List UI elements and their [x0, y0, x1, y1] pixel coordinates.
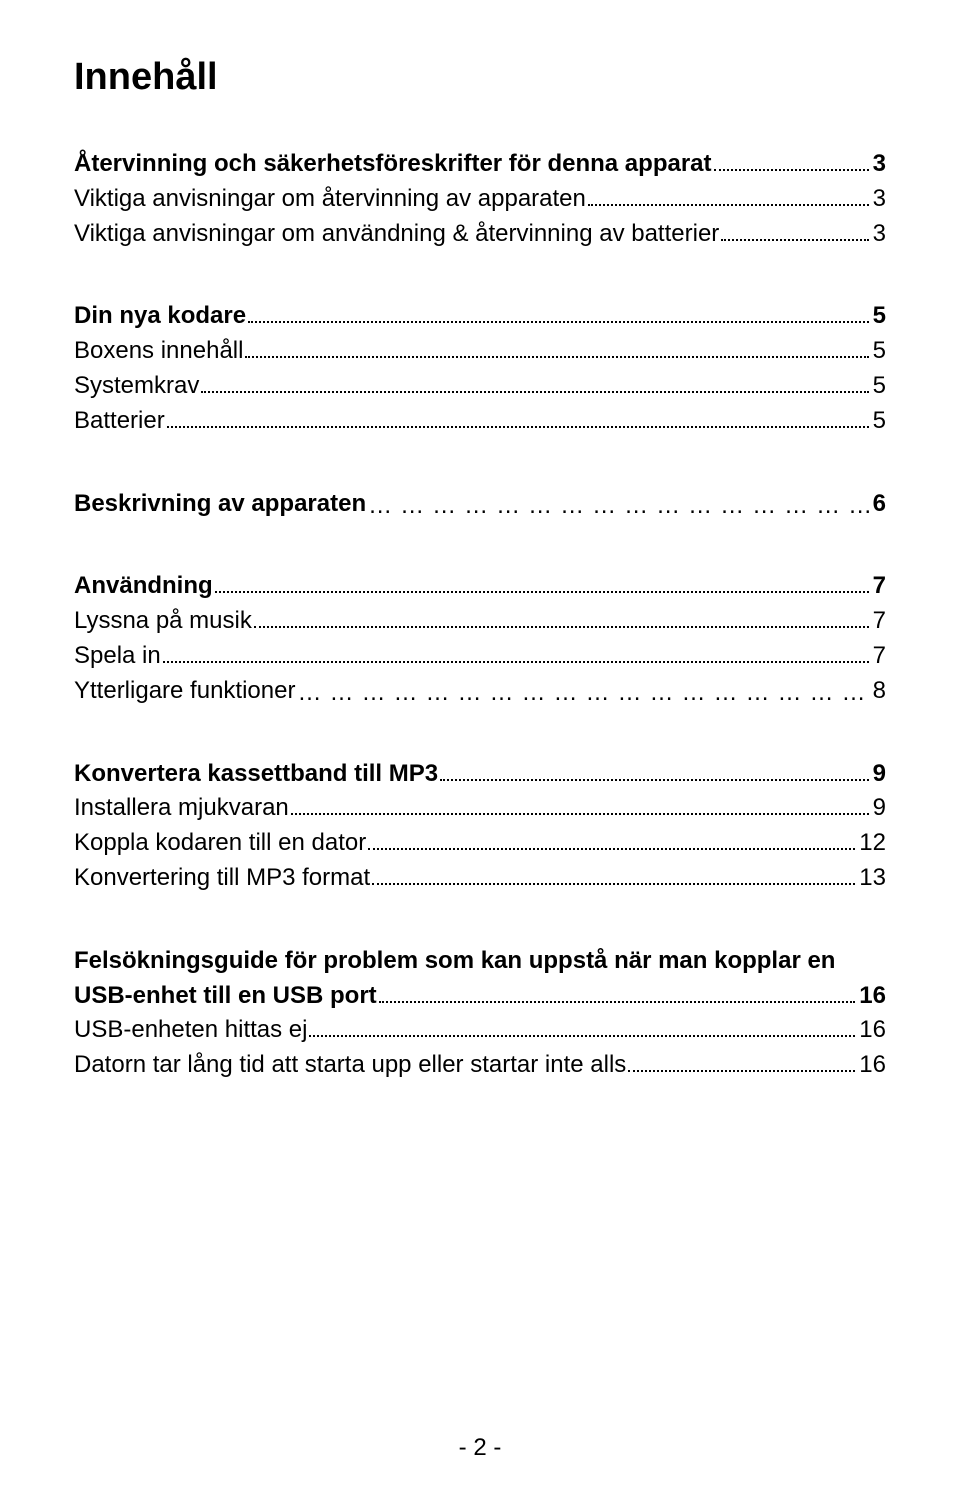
- toc-row-label: Boxens innehåll: [74, 334, 243, 369]
- toc-row-page: 5: [873, 334, 886, 369]
- toc-row-page: 3: [873, 182, 886, 217]
- toc-row-label: Installera mjukvaran: [74, 791, 289, 826]
- toc-row-label: Spela in: [74, 639, 161, 674]
- toc-leader-ellipsis: ……………………………………………………………………………………………………………: [368, 489, 871, 518]
- toc-leader-dots: [201, 372, 868, 393]
- toc-row: Datorn tar lång tid att starta upp eller…: [74, 1048, 886, 1083]
- toc-row-page: 9: [873, 791, 886, 826]
- toc-leader-dots: [254, 607, 869, 628]
- toc-section: Återvinning och säkerhetsföreskrifter fö…: [74, 147, 886, 251]
- toc-row-page: 13: [859, 861, 886, 896]
- toc-row: Beskrivning av apparaten……………………………………………: [74, 487, 886, 522]
- toc-leader-dots: [721, 219, 868, 240]
- toc-row: Konvertera kassettband till MP3 9: [74, 757, 886, 792]
- toc-leader-ellipsis: ……………………………………………………………………………………………………………: [297, 676, 864, 705]
- toc-row-page: 9: [873, 757, 886, 792]
- toc-leader-dots: [379, 981, 856, 1002]
- toc-row: Installera mjukvaran 9: [74, 791, 886, 826]
- toc-leader-dots: [309, 1016, 855, 1037]
- toc-leader-dots: [628, 1051, 855, 1072]
- toc-row-label: Konvertera kassettband till MP3: [74, 757, 438, 792]
- toc-row-page: 3: [873, 217, 886, 252]
- toc-row-page: 5: [873, 299, 886, 334]
- toc-row-label: Användning: [74, 569, 213, 604]
- toc-section: Konvertera kassettband till MP39Installe…: [74, 757, 886, 896]
- toc-row-label: Felsökningsguide för problem som kan upp…: [74, 944, 835, 979]
- toc-section: Felsökningsguide för problem som kan upp…: [74, 944, 886, 1083]
- toc-row: Användning 7: [74, 569, 886, 604]
- toc-row-label: Viktiga anvisningar om användning & åter…: [74, 217, 719, 252]
- toc-row: Koppla kodaren till en dator 12: [74, 826, 886, 861]
- toc-row-label: Systemkrav: [74, 369, 199, 404]
- document-page: Innehåll Återvinning och säkerhetsföresk…: [0, 0, 960, 1502]
- toc-row-page: 6: [873, 487, 886, 522]
- toc-row-page: 8: [866, 674, 886, 709]
- toc-row-label: Återvinning och säkerhetsföreskrifter fö…: [74, 147, 712, 182]
- toc-row-label: Ytterligare funktioner: [74, 674, 295, 709]
- toc-section: Din nya kodare5Boxens innehåll5Systemkra…: [74, 299, 886, 438]
- toc-row: Din nya kodare 5: [74, 299, 886, 334]
- toc-row-page: 7: [873, 569, 886, 604]
- toc-leader-dots: [248, 302, 869, 323]
- toc-row: Systemkrav 5: [74, 369, 886, 404]
- toc-row-label: Datorn tar lång tid att starta upp eller…: [74, 1048, 626, 1083]
- toc-row: Spela in 7: [74, 639, 886, 674]
- toc-leader-dots: [291, 794, 869, 815]
- toc-row-label: Viktiga anvisningar om återvinning av ap…: [74, 182, 586, 217]
- toc-row-page: 3: [873, 147, 886, 182]
- toc-row: Viktiga anvisningar om återvinning av ap…: [74, 182, 886, 217]
- toc-row-page: 16: [859, 1048, 886, 1083]
- toc-leader-dots: [215, 572, 869, 593]
- toc-row: Ytterligare funktioner…………………………………………………: [74, 674, 886, 709]
- toc-row-label: Din nya kodare: [74, 299, 246, 334]
- toc-leader-dots: [588, 185, 869, 206]
- toc-sections: Återvinning och säkerhetsföreskrifter fö…: [74, 147, 886, 1083]
- toc-leader-dots: [368, 829, 855, 850]
- toc-section: Beskrivning av apparaten……………………………………………: [74, 487, 886, 522]
- toc-leader-dots: [440, 759, 869, 780]
- toc-row: USB-enheten hittas ej 16: [74, 1013, 886, 1048]
- toc-row-page: 7: [873, 639, 886, 674]
- toc-row: Viktiga anvisningar om användning & åter…: [74, 217, 886, 252]
- toc-row: Lyssna på musik 7: [74, 604, 886, 639]
- toc-leader-dots: [714, 150, 869, 171]
- toc-row-label: Batterier: [74, 404, 165, 439]
- toc-row: Återvinning och säkerhetsföreskrifter fö…: [74, 147, 886, 182]
- toc-row-page: 5: [873, 404, 886, 439]
- toc-row-label: USB-enheten hittas ej: [74, 1013, 307, 1048]
- toc-row: Batterier 5: [74, 404, 886, 439]
- toc-row-page: 16: [859, 979, 886, 1014]
- toc-section: Användning7Lyssna på musik7Spela in7Ytte…: [74, 569, 886, 708]
- toc-leader-dots: [245, 337, 868, 358]
- toc-row-label: Beskrivning av apparaten: [74, 487, 366, 522]
- toc-row: Konvertering till MP3 format 13: [74, 861, 886, 896]
- page-number: - 2 -: [0, 1434, 960, 1462]
- toc-row-page: 7: [873, 604, 886, 639]
- toc-leader-dots: [163, 642, 869, 663]
- toc-leader-dots: [167, 407, 869, 428]
- toc-row-page: 12: [859, 826, 886, 861]
- toc-row-page: 16: [859, 1013, 886, 1048]
- toc-leader-dots: [372, 864, 855, 885]
- toc-row-label: Konvertering till MP3 format: [74, 861, 370, 896]
- toc-row-page: 5: [873, 369, 886, 404]
- toc-row: USB-enhet till en USB port 16: [74, 979, 886, 1014]
- toc-row-label: Lyssna på musik: [74, 604, 252, 639]
- toc-row-label: USB-enhet till en USB port: [74, 979, 377, 1014]
- toc-row: Boxens innehåll 5: [74, 334, 886, 369]
- toc-row-label: Koppla kodaren till en dator: [74, 826, 366, 861]
- toc-row: Felsökningsguide för problem som kan upp…: [74, 944, 886, 979]
- toc-title: Innehåll: [74, 56, 886, 99]
